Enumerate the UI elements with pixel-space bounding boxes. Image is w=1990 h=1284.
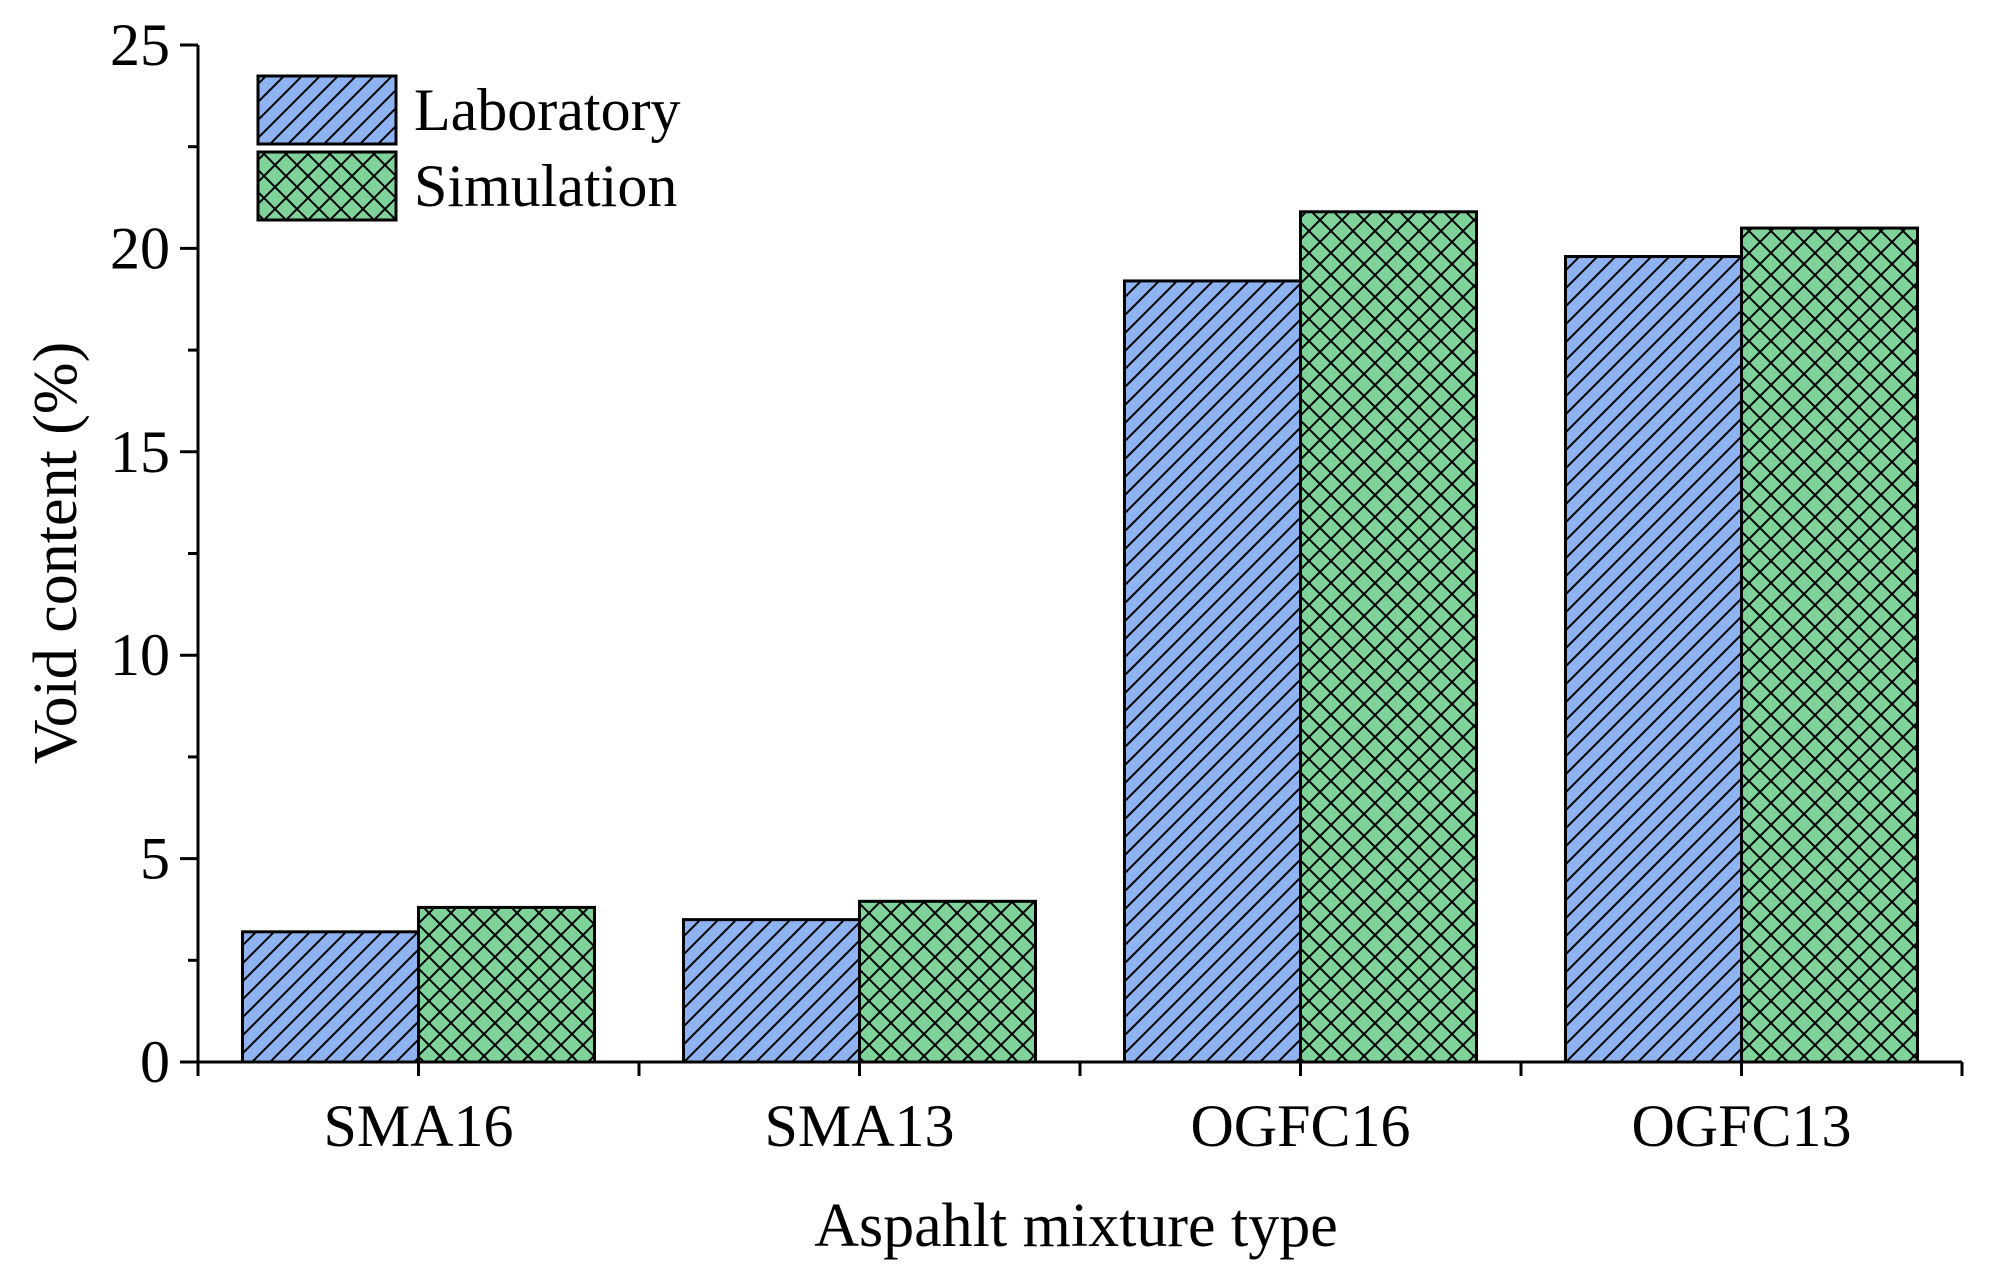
y-axis-title: Void content (%) bbox=[22, 342, 90, 764]
y-tick-label: 20 bbox=[110, 215, 170, 281]
bars-layer bbox=[241, 210, 1919, 1064]
legend-swatch-laboratory bbox=[256, 74, 398, 146]
bar-simulation-sma13 bbox=[858, 899, 1037, 1064]
bar-laboratory-ogfc16 bbox=[1123, 279, 1302, 1064]
y-tick-label: 25 bbox=[110, 12, 170, 78]
bar-simulation-ogfc16 bbox=[1299, 210, 1478, 1064]
x-tick-label: SMA13 bbox=[764, 1093, 954, 1159]
legend-swatch-simulation bbox=[256, 150, 398, 222]
x-tick-label: SMA16 bbox=[323, 1093, 513, 1159]
y-tick-label: 5 bbox=[140, 826, 170, 892]
y-tick-label: 10 bbox=[110, 622, 170, 688]
bar-simulation-ogfc13 bbox=[1740, 226, 1919, 1064]
legend: Laboratory Simulation bbox=[256, 74, 681, 222]
bar-laboratory-ogfc13 bbox=[1564, 255, 1743, 1064]
y-ticks: 0 5 10 15 20 25 bbox=[110, 12, 198, 1095]
bar-laboratory-sma16 bbox=[241, 930, 420, 1064]
bar-simulation-sma16 bbox=[417, 905, 596, 1064]
bar-laboratory-sma13 bbox=[682, 918, 861, 1064]
x-tick-label: OGFC16 bbox=[1190, 1093, 1410, 1159]
x-ticks: SMA16 SMA13 OGFC16 OGFC13 bbox=[196, 1062, 1964, 1159]
y-tick-label: 0 bbox=[140, 1029, 170, 1095]
legend-label-laboratory: Laboratory bbox=[414, 77, 681, 143]
x-tick-label: OGFC13 bbox=[1631, 1093, 1851, 1159]
y-tick-label: 15 bbox=[110, 419, 170, 485]
legend-label-simulation: Simulation bbox=[414, 153, 677, 219]
x-axis-title: Aspahlt mixture type bbox=[814, 1192, 1337, 1260]
